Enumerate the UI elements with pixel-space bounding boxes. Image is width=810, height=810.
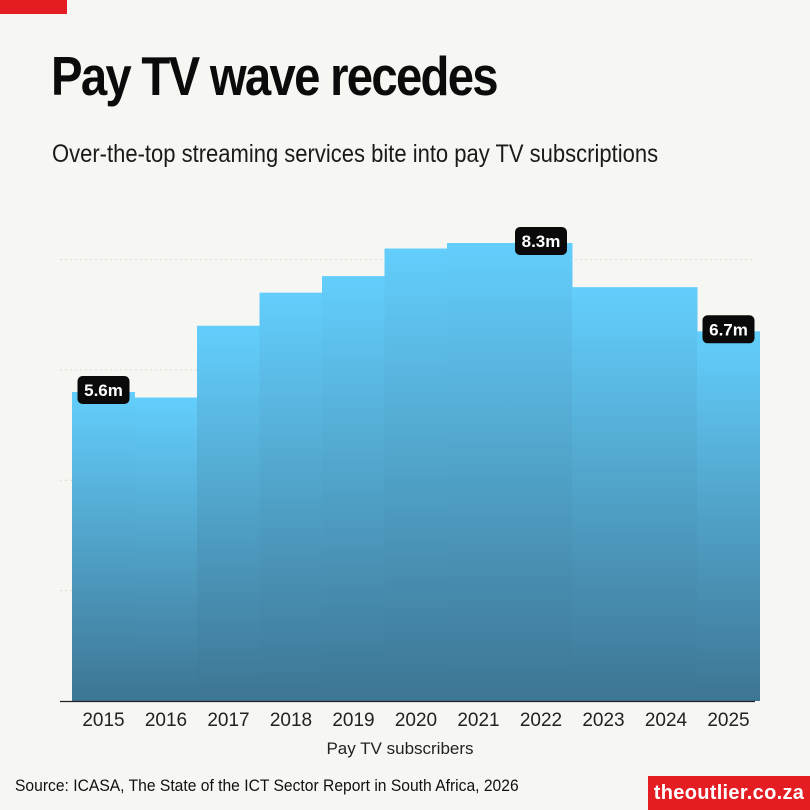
x-tick-label: 2023 [582, 710, 624, 731]
bar-2022 [509, 243, 573, 701]
x-tick-label: 2015 [82, 710, 124, 731]
x-tick-label: 2016 [145, 710, 187, 731]
x-tick-label: 2022 [520, 710, 562, 731]
bar-2020 [384, 248, 448, 701]
svg-text:5.6m: 5.6m [84, 381, 123, 400]
chart-subtitle: Over-the-top streaming services bite int… [52, 140, 659, 168]
x-tick-label: 2019 [332, 710, 374, 731]
svg-text:8.3m: 8.3m [522, 232, 561, 251]
bar-2018 [259, 292, 323, 701]
brand-accent-bar [0, 0, 67, 14]
x-tick-label: 2018 [270, 710, 312, 731]
x-tick-label: 2017 [207, 710, 249, 731]
bar-2023 [572, 287, 635, 701]
data-labels: 5.6m 8.3m 6.7m [77, 227, 755, 404]
x-tick-labels: 2015 2016 2017 2018 2019 2020 2021 2022 2023 2024… [82, 710, 749, 731]
bars-group [72, 243, 760, 701]
bar-2025 [697, 331, 760, 701]
svg-text:6.7m: 6.7m [709, 320, 748, 339]
bar-2024 [634, 287, 698, 701]
bar-2021 [447, 243, 510, 701]
x-tick-label: 2024 [645, 710, 688, 731]
data-label: 6.7m [702, 315, 755, 344]
x-tick-label: 2020 [395, 710, 437, 731]
chart-title: Pay TV wave recedes [51, 45, 499, 107]
bar-2015 [72, 391, 135, 701]
bar-2019 [322, 276, 385, 701]
source-note: Source: ICASA, The State of the ICT Sect… [15, 776, 519, 795]
bar-chart: 2015 2016 2017 2018 2019 2020 2021 2022 2023 2024… [60, 227, 760, 758]
x-tick-label: 2021 [457, 710, 499, 731]
bar-2016 [134, 397, 198, 701]
data-label: 5.6m [77, 375, 130, 404]
data-label: 8.3m [515, 227, 567, 255]
x-axis-label: Pay TV subscribers [326, 739, 473, 758]
bar-2017 [197, 325, 260, 701]
brand-logo[interactable]: theoutlier.co.za [648, 776, 810, 810]
x-tick-label: 2025 [707, 710, 749, 731]
